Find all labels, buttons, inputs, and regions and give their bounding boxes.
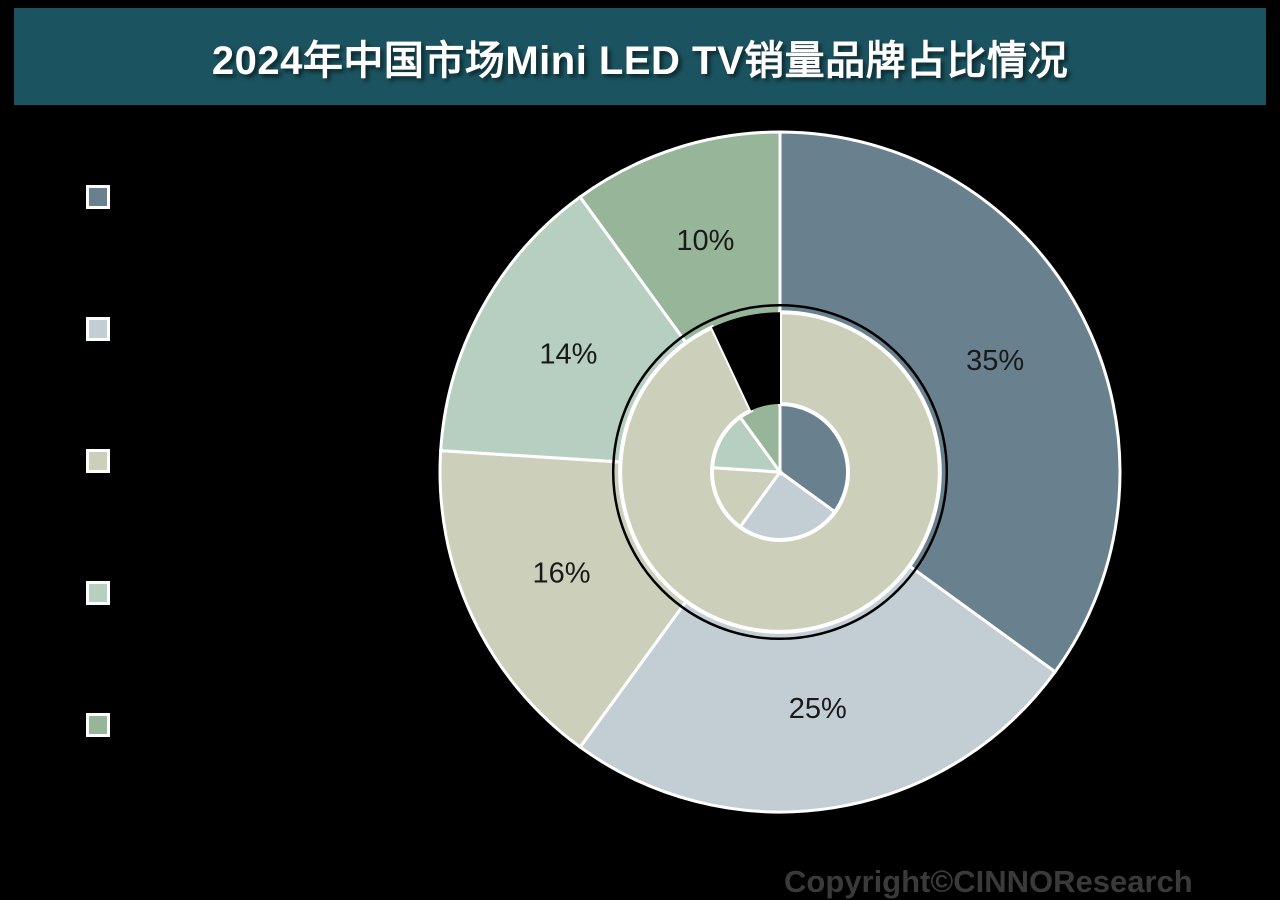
inner-ring <box>611 303 949 641</box>
legend-swatch-1 <box>86 317 110 341</box>
page-title: 2024年中国市场Mini LED TV销量品牌占比情况 <box>211 38 1069 83</box>
legend-swatch-3 <box>86 581 110 605</box>
legend-swatch-4 <box>86 713 110 737</box>
donut-chart-svg: 35% 25% 16% 14% 10% <box>438 130 1122 814</box>
chart-title-bar: 2024年中国市场Mini LED TV销量品牌占比情况 <box>14 8 1266 105</box>
legend-swatch-2 <box>86 449 110 473</box>
chart-page: 2024年中国市场Mini LED TV销量品牌占比情况 <box>0 8 1280 899</box>
legend-item-1[interactable] <box>86 314 124 344</box>
pie-slice-label-2: 16% <box>533 557 591 589</box>
pie-slice-inner-0[interactable] <box>618 310 942 634</box>
pie-slice-inner-1[interactable] <box>711 312 780 411</box>
outer-ring <box>438 130 1122 814</box>
pie-slice-outer-0[interactable] <box>778 130 1122 674</box>
legend-item-2[interactable] <box>86 446 124 476</box>
pie-slice-label-0: 35% <box>966 345 1024 377</box>
legend-item-3[interactable] <box>86 578 124 608</box>
donut-chart: 35% 25% 16% 14% 10% <box>400 122 1160 822</box>
pie-slice-label-4: 10% <box>676 225 734 257</box>
legend-swatch-0 <box>86 185 110 209</box>
legend-item-0[interactable] <box>86 182 124 212</box>
legend-item-4[interactable] <box>86 710 124 740</box>
inner-ring-outline-circle <box>611 303 949 641</box>
copyright-watermark: Copyright©CINNOResearch <box>784 864 1193 899</box>
pie-slice-label-3: 14% <box>539 338 597 370</box>
plot-area: 35% 25% 16% 14% 10% Copyright©CINNOResearch <box>0 112 1280 899</box>
slice-label-group: 35% 25% 16% 14% 10% <box>533 225 1025 725</box>
pie-slice-label-1: 25% <box>789 693 847 725</box>
pie-slice-outer-1[interactable] <box>578 469 1058 814</box>
